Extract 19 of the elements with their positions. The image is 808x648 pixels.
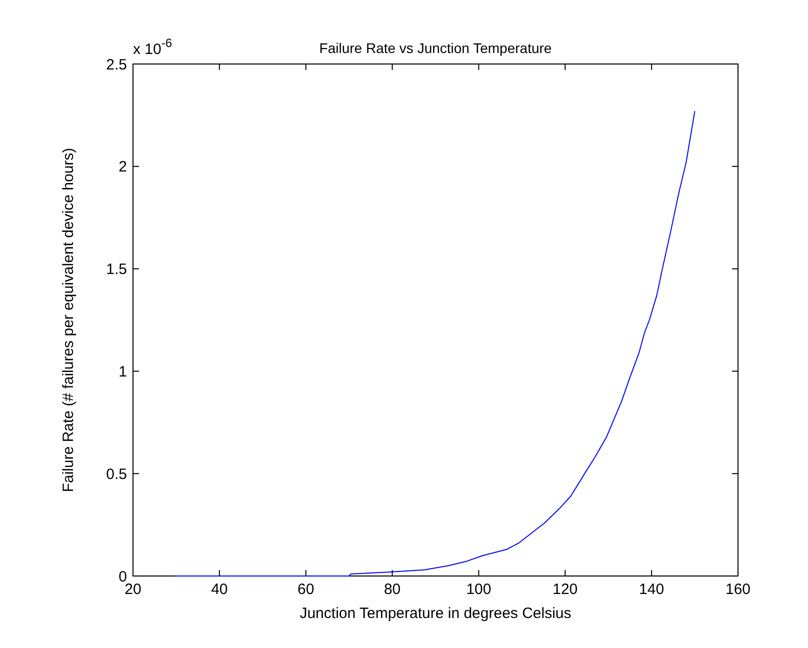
x-tick-label: 60 [298,581,314,598]
y-tick-label: 1.5 [106,261,127,278]
x-tick-label: 40 [211,581,228,598]
line-series [176,110,696,576]
x-tick-label: 120 [552,581,578,598]
x-tick-label: 160 [725,581,751,598]
y-axis-title: Failure Rate (# failures per equivalent device hours) [60,148,77,492]
x-axis-title: Junction Temperature in degrees Celsius [300,605,572,622]
y-tick-label: 2 [118,158,127,176]
y-tick-label: 0.5 [106,466,127,483]
x-tick-label: 20 [124,581,142,598]
x-tick-label: 100 [466,581,492,598]
x-tick-label: 140 [639,581,664,598]
chart-title: Failure Rate vs Junction Temperature [319,40,552,56]
y-tick-label: 0 [118,568,127,586]
x-tick-label: 80 [384,581,401,598]
y-tick-label: 2.5 [106,56,127,74]
text: x 10$^{-6}$ [133,36,172,58]
y-tick-label: 1 [118,363,127,380]
